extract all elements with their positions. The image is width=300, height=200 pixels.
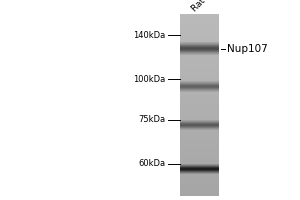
Text: Rat brain: Rat brain — [190, 0, 226, 13]
Text: 60kDa: 60kDa — [138, 160, 166, 168]
Text: 140kDa: 140kDa — [133, 30, 166, 40]
Text: Nup107: Nup107 — [226, 44, 267, 54]
Text: 100kDa: 100kDa — [133, 74, 166, 84]
Text: 75kDa: 75kDa — [138, 116, 166, 124]
